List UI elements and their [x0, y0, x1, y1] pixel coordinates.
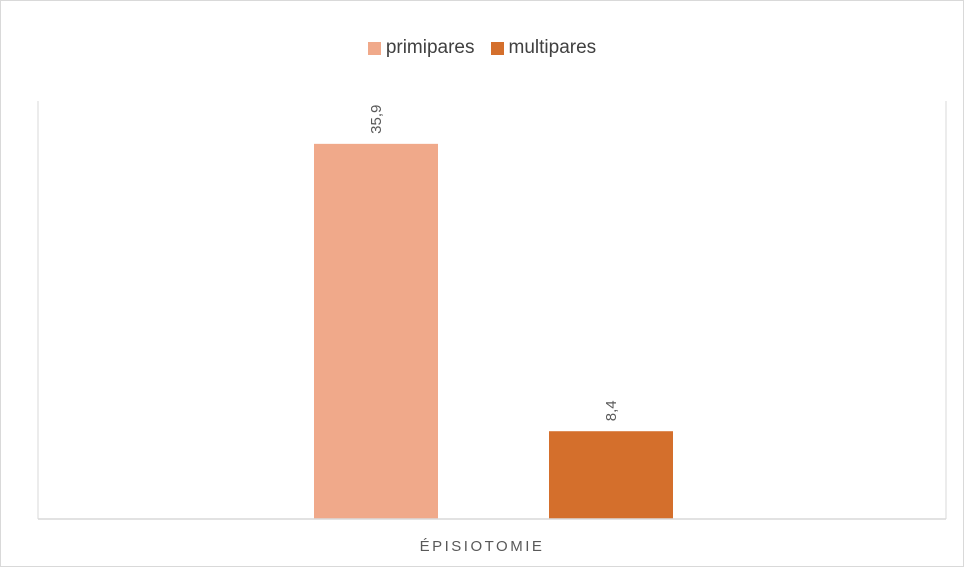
- legend-swatch-primipares: [367, 41, 381, 55]
- data-label-primipares: 35,9: [368, 105, 385, 134]
- data-label-multipares: 8,4: [603, 400, 620, 421]
- bar-primipares: [314, 143, 438, 519]
- x-category-label: ÉPISIOTOMIE: [419, 538, 545, 555]
- legend-label-multipares: multipares: [508, 37, 597, 58]
- chart-legend: primipares multipares: [1, 37, 963, 59]
- legend-item-primipares: primipares: [367, 37, 475, 59]
- legend-item-multipares: multipares: [490, 37, 597, 59]
- bar-multipares: [549, 431, 673, 519]
- legend-swatch-multipares: [490, 41, 504, 55]
- legend-label-primipares: primipares: [385, 37, 475, 58]
